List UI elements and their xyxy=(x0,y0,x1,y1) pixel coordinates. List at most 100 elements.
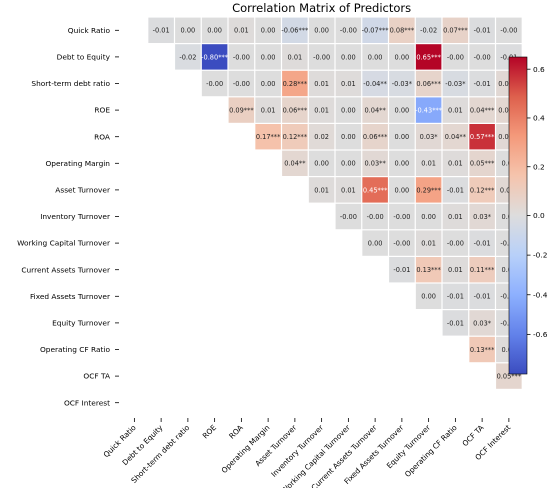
cell-rect xyxy=(496,17,522,43)
heatmap-cell: -0.00 xyxy=(469,44,495,70)
heatmap-cell: 0.01 xyxy=(228,17,255,43)
cell-label: 0.01 xyxy=(448,107,463,115)
cell-label: -0.02 xyxy=(179,53,196,61)
cell-label: 0.00 xyxy=(368,53,383,61)
y-tick-label: Working Capital Turnover xyxy=(17,239,111,248)
cell-label: 0.00 xyxy=(207,27,222,35)
cell-rect xyxy=(255,70,281,97)
cell-rect xyxy=(389,17,415,43)
cell-label: 0.01 xyxy=(314,80,329,88)
heatmap-cell: 0.00 xyxy=(415,203,442,230)
colorbar-bar xyxy=(508,56,528,375)
cell-label: -0.00 xyxy=(367,213,384,221)
cell-label: 0.00 xyxy=(341,107,356,115)
colorbar-tick-label: -0.2 xyxy=(533,251,547,260)
cell-label: 0.45*** xyxy=(363,186,388,194)
cell-label: -0.00 xyxy=(500,27,517,35)
cell-rect xyxy=(362,124,388,150)
cell-rect xyxy=(469,150,495,176)
cell-rect xyxy=(389,150,415,176)
heatmap-cell: -0.03* xyxy=(389,70,415,97)
y-tick-label: OCF TA xyxy=(83,372,110,381)
heatmap-cell: 0.01 xyxy=(308,97,335,123)
cell-rect xyxy=(415,177,442,203)
heatmap-cell: 0.06*** xyxy=(282,97,308,123)
cell-rect xyxy=(362,203,388,230)
heatmap-cell: -0.04** xyxy=(362,70,388,97)
cell-rect xyxy=(442,203,469,230)
cell-rect xyxy=(201,17,228,43)
heatmap-cell: 0.13*** xyxy=(469,336,495,363)
cell-label: 0.02 xyxy=(314,133,329,141)
heatmap-cell: -0.80*** xyxy=(201,44,229,70)
cell-rect xyxy=(469,283,495,309)
heatmap-cell: 0.04** xyxy=(282,150,308,176)
cell-label: 0.09*** xyxy=(229,107,254,115)
cell-rect xyxy=(282,97,308,123)
cell-rect xyxy=(308,177,335,203)
cell-rect xyxy=(362,17,388,43)
cell-label: 0.00 xyxy=(341,160,356,168)
cell-label: -0.00 xyxy=(447,240,464,248)
cell-label: 0.01 xyxy=(448,266,463,274)
heatmap-cell: 0.04*** xyxy=(469,97,495,123)
heatmap-cell: 0.03* xyxy=(415,124,442,150)
cell-rect xyxy=(469,124,495,150)
cell-label: 0.00 xyxy=(341,53,356,61)
cell-rect xyxy=(362,230,388,256)
heatmap-cell: 0.28*** xyxy=(282,70,308,97)
cell-label: 0.03* xyxy=(473,319,492,327)
cell-rect xyxy=(442,44,469,70)
x-tick-label: OCF TA xyxy=(460,423,485,448)
heatmap-cell: -0.01 xyxy=(389,257,415,283)
heatmap-cell: 0.01 xyxy=(442,150,469,176)
cell-rect xyxy=(308,97,335,123)
cell-label: 0.06*** xyxy=(363,133,388,141)
heatmap-cell: -0.00 xyxy=(228,70,255,97)
cell-rect xyxy=(469,70,495,97)
cell-label: -0.43*** xyxy=(415,107,443,115)
heatmap-cell: 0.00 xyxy=(335,97,362,123)
cell-rect xyxy=(415,17,442,43)
cell-rect xyxy=(308,124,335,150)
cell-label: 0.04** xyxy=(364,107,386,115)
x-tick-label: ROE xyxy=(201,423,219,441)
cell-rect xyxy=(442,124,469,150)
colorbar-tick-label: 0.4 xyxy=(533,114,545,123)
heatmap-cell: 0.05*** xyxy=(469,150,495,176)
heatmap-cell: 0.02 xyxy=(308,124,335,150)
heatmap-cell: -0.00 xyxy=(496,17,522,43)
cell-label: 0.00 xyxy=(395,160,410,168)
cell-rect xyxy=(282,150,308,176)
heatmap-cell: -0.01 xyxy=(148,17,174,43)
y-tick-label: Fixed Assets Turnover xyxy=(30,292,111,301)
cell-label: 0.00 xyxy=(421,293,436,301)
cell-label: 0.00 xyxy=(395,107,410,115)
heatmap-cell: 0.00 xyxy=(362,44,388,70)
cell-rect xyxy=(415,230,442,256)
heatmap-cell: 0.08*** xyxy=(389,17,415,43)
cell-label: 0.05*** xyxy=(497,373,522,381)
cell-label: 0.00 xyxy=(261,27,276,35)
heatmap-cell: -0.43*** xyxy=(415,97,443,123)
heatmap-cell: 0.00 xyxy=(335,124,362,150)
cell-label: 0.17*** xyxy=(256,133,281,141)
cell-label: 0.28*** xyxy=(283,80,308,88)
colorbar-tick-label: 0.2 xyxy=(533,162,545,171)
cell-label: -0.01 xyxy=(153,27,170,35)
heatmap-cell: 0.04** xyxy=(442,124,469,150)
cell-label: 0.12*** xyxy=(283,133,308,141)
cell-rect xyxy=(175,44,201,70)
heatmap-cell: 0.03** xyxy=(362,150,388,176)
cell-rect xyxy=(469,336,495,363)
chart-title: Correlation Matrix of Predictors xyxy=(232,1,411,15)
cell-label: 0.04** xyxy=(445,133,467,141)
cell-label: 0.03** xyxy=(364,160,386,168)
cell-rect xyxy=(469,203,495,230)
heatmap-cell: 0.17*** xyxy=(255,124,281,150)
cell-rect xyxy=(282,44,308,70)
cell-label: 0.00 xyxy=(395,133,410,141)
cell-rect xyxy=(469,44,495,70)
cell-rect xyxy=(415,70,442,97)
